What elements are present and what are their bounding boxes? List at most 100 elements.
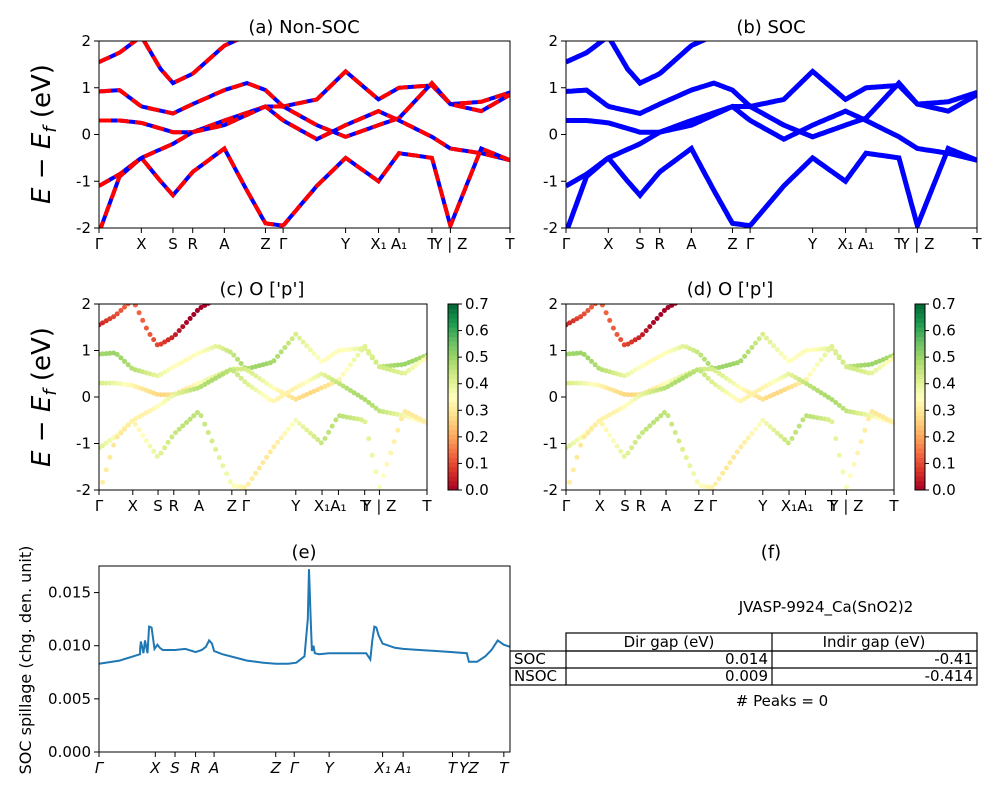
band-point [672, 379, 678, 385]
colorbar-segment [448, 410, 458, 417]
band-point [111, 442, 117, 448]
band-point [329, 352, 335, 358]
ytick-label: 1 [548, 79, 558, 97]
band-point [881, 288, 886, 293]
band-point [417, 360, 423, 366]
colorbar-segment [448, 350, 458, 356]
band-point [880, 362, 886, 368]
band-point [727, 460, 733, 466]
band-point [578, 314, 584, 320]
band-point [264, 454, 270, 460]
band-point [833, 349, 839, 354]
band-point [625, 371, 631, 377]
band-line-blue [99, 145, 510, 228]
xtick-label: Y | Z [899, 235, 934, 253]
colorbar-segment [448, 406, 458, 412]
band-point [220, 463, 226, 469]
band-point [107, 437, 113, 443]
colorbar-segment [448, 466, 458, 472]
band-point [173, 430, 178, 436]
colorbar-segment [448, 476, 458, 482]
colorbar-segment [448, 322, 458, 328]
band-point [818, 357, 824, 363]
band-point [275, 396, 281, 402]
band-point [173, 363, 178, 369]
band-point [691, 471, 697, 477]
table-row-soc-dir: 0.014 [725, 650, 768, 668]
band-point [797, 288, 802, 293]
table-row-nsoc-dir: 0.009 [725, 667, 768, 685]
band-point [738, 385, 744, 391]
band-point [829, 419, 835, 425]
band-point [242, 379, 248, 385]
band-point [275, 353, 281, 359]
colorbar-segment [915, 415, 925, 421]
band-point [369, 452, 375, 458]
band-point [326, 288, 331, 293]
xtick-label: T [826, 497, 837, 515]
band-point [373, 405, 379, 411]
band-point [136, 427, 142, 433]
band-point [176, 426, 182, 432]
colorbar-segment [915, 341, 925, 347]
band-point [665, 413, 671, 419]
band-point [202, 304, 208, 308]
colorbar-segment [915, 457, 925, 463]
band-point [194, 308, 200, 313]
band-lines [566, 41, 977, 228]
band-point [702, 356, 707, 362]
band-point [326, 429, 332, 435]
band-point [621, 453, 627, 459]
colorbar-segment [915, 406, 925, 412]
band-point [698, 483, 704, 489]
band-point [870, 288, 875, 293]
band-point [140, 317, 146, 323]
band-point [107, 380, 113, 386]
colorbar-segment [448, 336, 458, 342]
band-point [716, 384, 722, 390]
band-point [862, 362, 868, 368]
band-point [355, 288, 360, 293]
band-point [811, 288, 816, 293]
panel-title-a: (a) Non-SOC [248, 17, 359, 38]
band-point [278, 349, 284, 355]
band-point [818, 346, 824, 352]
band-point [887, 357, 893, 363]
band-point [592, 304, 598, 307]
band-point [402, 409, 408, 414]
band-point [424, 420, 427, 426]
band-point [352, 288, 357, 293]
band-point [749, 431, 755, 436]
band-point [786, 288, 791, 293]
band-point [278, 435, 284, 441]
colorbar-tick-label: 0.3 [932, 401, 956, 419]
band-point [738, 444, 744, 450]
ytick-label: 0 [548, 126, 558, 144]
colorbar-segment [448, 457, 458, 463]
band-point [337, 347, 342, 353]
panel-title-e: (e) [291, 542, 316, 563]
band-point [373, 359, 379, 365]
band-point [395, 288, 400, 293]
band-point [778, 433, 784, 439]
band-point [165, 337, 171, 343]
band-point [374, 288, 379, 293]
band-point [742, 353, 748, 359]
xtick-label: Γ [290, 759, 300, 777]
xtick-label: Y | Z [432, 235, 467, 253]
band-point [373, 469, 379, 475]
band-point [100, 443, 106, 449]
colorbar-segment [915, 336, 925, 342]
band-point [661, 308, 667, 313]
band-point [340, 371, 346, 377]
band-point [833, 288, 838, 293]
band-point [103, 467, 109, 473]
band-point [399, 416, 404, 422]
xtick-label: Γ [242, 497, 251, 515]
xtick-label: R [169, 497, 179, 515]
band-point [826, 288, 831, 293]
band-point [720, 373, 726, 379]
xtick-label: X₁ [837, 235, 853, 253]
band-point [702, 366, 707, 372]
ytick-label: 0.005 [48, 690, 91, 708]
